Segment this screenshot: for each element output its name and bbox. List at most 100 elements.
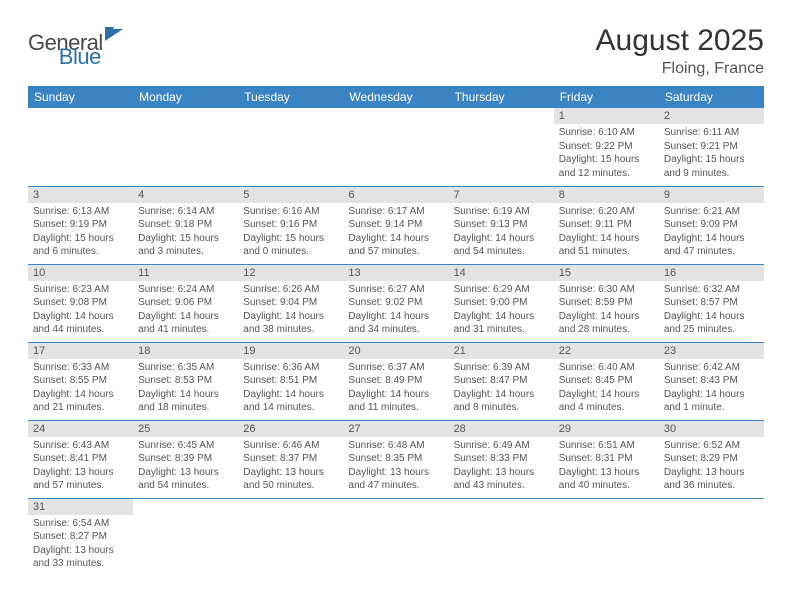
day-detail-line: and 57 minutes. xyxy=(348,245,443,259)
calendar-day-cell: 1Sunrise: 6:10 AMSunset: 9:22 PMDaylight… xyxy=(554,108,659,186)
day-number: 28 xyxy=(449,421,554,437)
calendar-day-cell: 5Sunrise: 6:16 AMSunset: 9:16 PMDaylight… xyxy=(238,186,343,264)
day-detail-line: Sunset: 8:47 PM xyxy=(454,374,549,388)
day-detail-line: Daylight: 14 hours xyxy=(454,310,549,324)
day-detail-line: Daylight: 13 hours xyxy=(348,466,443,480)
month-title: August 2025 xyxy=(596,24,764,58)
day-detail-line: Daylight: 13 hours xyxy=(33,466,128,480)
day-detail-line: Sunset: 8:41 PM xyxy=(33,452,128,466)
day-detail-line: Sunrise: 6:14 AM xyxy=(138,205,233,219)
calendar-day-cell: 30 Sunrise: 6:52 AMSunset: 8:29 PMDayligh… xyxy=(659,420,764,498)
day-detail-line: and 21 minutes. xyxy=(33,401,128,415)
day-detail-line: Daylight: 14 hours xyxy=(664,232,759,246)
day-details: Sunrise: 6:11 AMSunset: 9:21 PMDaylight:… xyxy=(659,124,764,184)
day-detail-line: Daylight: 14 hours xyxy=(33,388,128,402)
day-detail-line: Sunrise: 6:51 AM xyxy=(559,439,654,453)
day-number: 21 xyxy=(449,343,554,359)
day-number: 27 xyxy=(343,421,448,437)
day-detail-line: Sunset: 9:02 PM xyxy=(348,296,443,310)
day-number: 26 xyxy=(238,421,343,437)
day-number: 18 xyxy=(133,343,238,359)
day-number: 31 xyxy=(28,499,133,515)
day-detail-line: Sunset: 9:08 PM xyxy=(33,296,128,310)
day-details: Sunrise: 6:49 AMSunset: 8:33 PMDaylight:… xyxy=(449,437,554,497)
calendar-day-cell: 10Sunrise: 6:23 AMSunset: 9:08 PMDayligh… xyxy=(28,264,133,342)
day-detail-line: and 18 minutes. xyxy=(138,401,233,415)
day-details: Sunrise: 6:20 AMSunset: 9:11 PMDaylight:… xyxy=(554,203,659,263)
day-detail-line: Daylight: 15 hours xyxy=(243,232,338,246)
day-detail-line: Sunset: 8:29 PM xyxy=(664,452,759,466)
day-detail-line: and 1 minute. xyxy=(664,401,759,415)
day-detail-line: and 9 minutes. xyxy=(664,167,759,181)
day-detail-line: Sunset: 9:21 PM xyxy=(664,140,759,154)
day-number: 25 xyxy=(133,421,238,437)
weekday-header: Thursday xyxy=(449,86,554,108)
day-detail-line: Sunrise: 6:21 AM xyxy=(664,205,759,219)
calendar-day-cell: 7Sunrise: 6:19 AMSunset: 9:13 PMDaylight… xyxy=(449,186,554,264)
weekday-header: Tuesday xyxy=(238,86,343,108)
day-detail-line: Sunset: 8:49 PM xyxy=(348,374,443,388)
day-detail-line: and 31 minutes. xyxy=(454,323,549,337)
day-detail-line: and 38 minutes. xyxy=(243,323,338,337)
day-detail-line: Daylight: 14 hours xyxy=(454,388,549,402)
calendar-day-cell: 20Sunrise: 6:37 AMSunset: 8:49 PMDayligh… xyxy=(343,342,448,420)
day-number: 17 xyxy=(28,343,133,359)
day-detail-line: Sunrise: 6:11 AM xyxy=(664,126,759,140)
day-detail-line: Sunrise: 6:19 AM xyxy=(454,205,549,219)
calendar-day-cell: 24Sunrise: 6:43 AMSunset: 8:41 PMDayligh… xyxy=(28,420,133,498)
day-detail-line: Sunrise: 6:48 AM xyxy=(348,439,443,453)
calendar-week-row: 17Sunrise: 6:33 AMSunset: 8:55 PMDayligh… xyxy=(28,342,764,420)
day-detail-line: Sunrise: 6:40 AM xyxy=(559,361,654,375)
day-number: 8 xyxy=(554,187,659,203)
day-detail-line: and 6 minutes. xyxy=(33,245,128,259)
calendar-day-cell: 31Sunrise: 6:54 AMSunset: 8:27 PMDayligh… xyxy=(28,498,133,576)
day-number: 30 xyxy=(659,421,764,437)
day-detail-line: and 50 minutes. xyxy=(243,479,338,493)
day-detail-line: and 54 minutes. xyxy=(138,479,233,493)
day-detail-line: Daylight: 15 hours xyxy=(664,153,759,167)
calendar-day-cell: 11Sunrise: 6:24 AMSunset: 9:06 PMDayligh… xyxy=(133,264,238,342)
day-detail-line: Sunrise: 6:54 AM xyxy=(33,517,128,531)
day-detail-line: Daylight: 14 hours xyxy=(138,310,233,324)
day-detail-line: Sunset: 9:00 PM xyxy=(454,296,549,310)
day-details: Sunrise: 6:32 AMSunset: 8:57 PMDaylight:… xyxy=(659,281,764,341)
day-detail-line: and 33 minutes. xyxy=(33,557,128,571)
day-detail-line: Daylight: 13 hours xyxy=(454,466,549,480)
day-detail-line: Sunrise: 6:24 AM xyxy=(138,283,233,297)
calendar-day-cell: 3Sunrise: 6:13 AMSunset: 9:19 PMDaylight… xyxy=(28,186,133,264)
calendar-day-cell: 25Sunrise: 6:45 AMSunset: 8:39 PMDayligh… xyxy=(133,420,238,498)
day-detail-line: and 36 minutes. xyxy=(664,479,759,493)
calendar-week-row: 1Sunrise: 6:10 AMSunset: 9:22 PMDaylight… xyxy=(28,108,764,186)
day-details: Sunrise: 6:48 AMSunset: 8:35 PMDaylight:… xyxy=(343,437,448,497)
weekday-header: Saturday xyxy=(659,86,764,108)
day-detail-line: Daylight: 14 hours xyxy=(243,310,338,324)
day-detail-line: and 3 minutes. xyxy=(138,245,233,259)
day-details: Sunrise: 6:14 AMSunset: 9:18 PMDaylight:… xyxy=(133,203,238,263)
day-detail-line: Daylight: 14 hours xyxy=(454,232,549,246)
day-detail-line: Daylight: 14 hours xyxy=(664,310,759,324)
day-detail-line: and 25 minutes. xyxy=(664,323,759,337)
calendar-day-cell xyxy=(449,108,554,186)
calendar-day-cell: 15Sunrise: 6:30 AMSunset: 8:59 PMDayligh… xyxy=(554,264,659,342)
day-number: 10 xyxy=(28,265,133,281)
day-details: Sunrise: 6:17 AMSunset: 9:14 PMDaylight:… xyxy=(343,203,448,263)
day-detail-line: Sunrise: 6:52 AM xyxy=(664,439,759,453)
day-detail-line: Sunrise: 6:17 AM xyxy=(348,205,443,219)
day-details: Sunrise: 6:39 AMSunset: 8:47 PMDaylight:… xyxy=(449,359,554,419)
day-detail-line: and 51 minutes. xyxy=(559,245,654,259)
day-detail-line: and 47 minutes. xyxy=(348,479,443,493)
day-detail-line: Daylight: 14 hours xyxy=(348,310,443,324)
brand-part2: Blue xyxy=(59,44,101,70)
day-details: Sunrise: 6:16 AMSunset: 9:16 PMDaylight:… xyxy=(238,203,343,263)
day-detail-line: Daylight: 14 hours xyxy=(138,388,233,402)
day-detail-line: Daylight: 13 hours xyxy=(664,466,759,480)
calendar-day-cell xyxy=(28,108,133,186)
day-detail-line: Sunrise: 6:30 AM xyxy=(559,283,654,297)
day-detail-line: Sunset: 9:14 PM xyxy=(348,218,443,232)
day-detail-line: Sunset: 9:06 PM xyxy=(138,296,233,310)
day-number: 14 xyxy=(449,265,554,281)
day-detail-line: and 28 minutes. xyxy=(559,323,654,337)
day-detail-line: and 41 minutes. xyxy=(138,323,233,337)
day-details: Sunrise: 6:19 AMSunset: 9:13 PMDaylight:… xyxy=(449,203,554,263)
day-detail-line: and 14 minutes. xyxy=(243,401,338,415)
